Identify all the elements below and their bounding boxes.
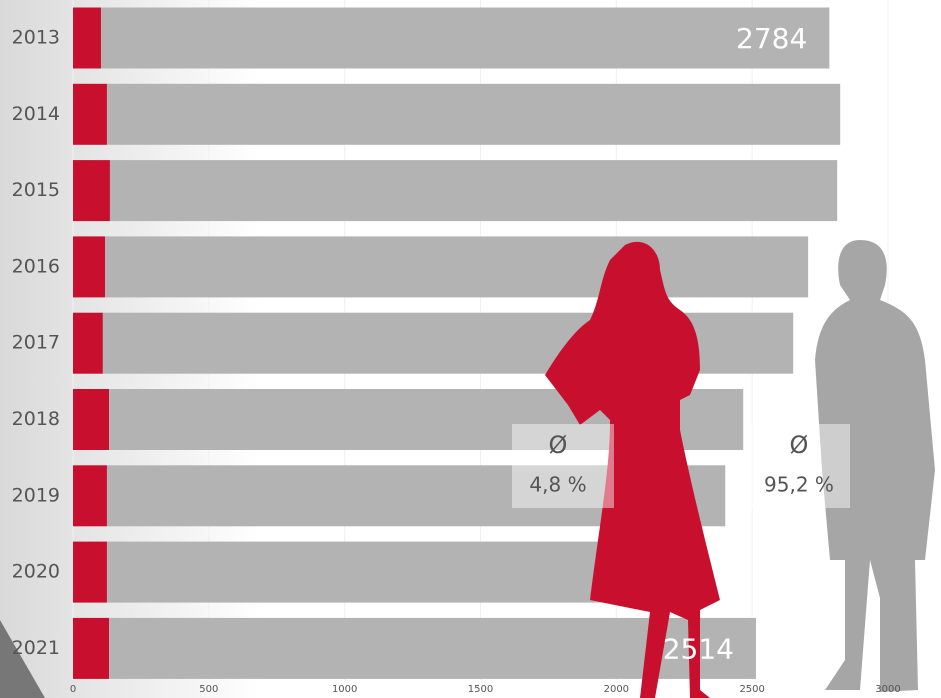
y-tick-label: 2018 [12,408,60,430]
x-tick-label: 0 [70,684,76,695]
annotation-box [512,424,614,508]
bar-segment [73,160,110,222]
y-tick-label: 2021 [12,637,60,659]
annotation-box [748,424,850,508]
x-tick-label: 2500 [739,684,764,695]
y-tick-label: 2015 [12,179,60,201]
x-tick-label: 3000 [875,684,900,695]
x-tick-label: 1000 [332,684,357,695]
bar-segment [100,7,830,69]
annotation-text: 4,8 % [529,473,586,497]
annotation-text: 95,2 % [764,473,834,497]
bar-segment [106,83,841,145]
bar-segment [73,83,107,145]
y-tick-label: 2020 [12,561,60,583]
x-tick-label: 500 [199,684,218,695]
x-tick-label: 2000 [604,684,629,695]
bar-segment [105,236,809,298]
y-tick-label: 2019 [12,484,60,506]
bar-segment [73,541,107,603]
y-tick-label: 2014 [12,103,60,125]
y-tick-label: 2013 [12,27,60,49]
total-label: 2784 [736,22,807,55]
x-tick-label: 1500 [468,684,493,695]
annotation-symbol: Ø [549,431,568,459]
bar-segment [73,236,106,298]
bar-segment [73,465,107,527]
woman-silhouette [545,241,720,698]
y-tick-label: 2016 [12,255,60,277]
y-tick-label: 2017 [12,332,60,354]
bar-segment [73,389,110,450]
bar-segment [109,160,838,222]
corner-decoration [0,620,45,698]
bar-segment [73,7,101,69]
annotation-symbol: Ø [790,431,809,459]
bar-segment [73,312,103,374]
bar-segment [73,617,110,679]
man-silhouette [815,240,935,692]
total-label: 2514 [663,632,734,665]
